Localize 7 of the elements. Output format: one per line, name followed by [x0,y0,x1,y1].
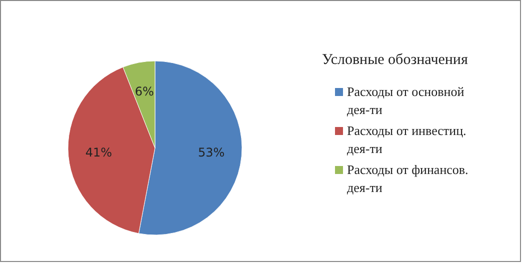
legend-label: Расходы от основной дея-ти [347,84,464,117]
legend-title: Условные обозначения [322,52,468,68]
legend-label: Расходы от финансов. дея-ти [347,162,468,195]
legend-label: Расходы от инвестиц. дея-ти [347,123,466,156]
data-label: 41% [85,146,112,160]
data-label: 53% [198,146,225,160]
data-label: 6% [134,84,154,99]
